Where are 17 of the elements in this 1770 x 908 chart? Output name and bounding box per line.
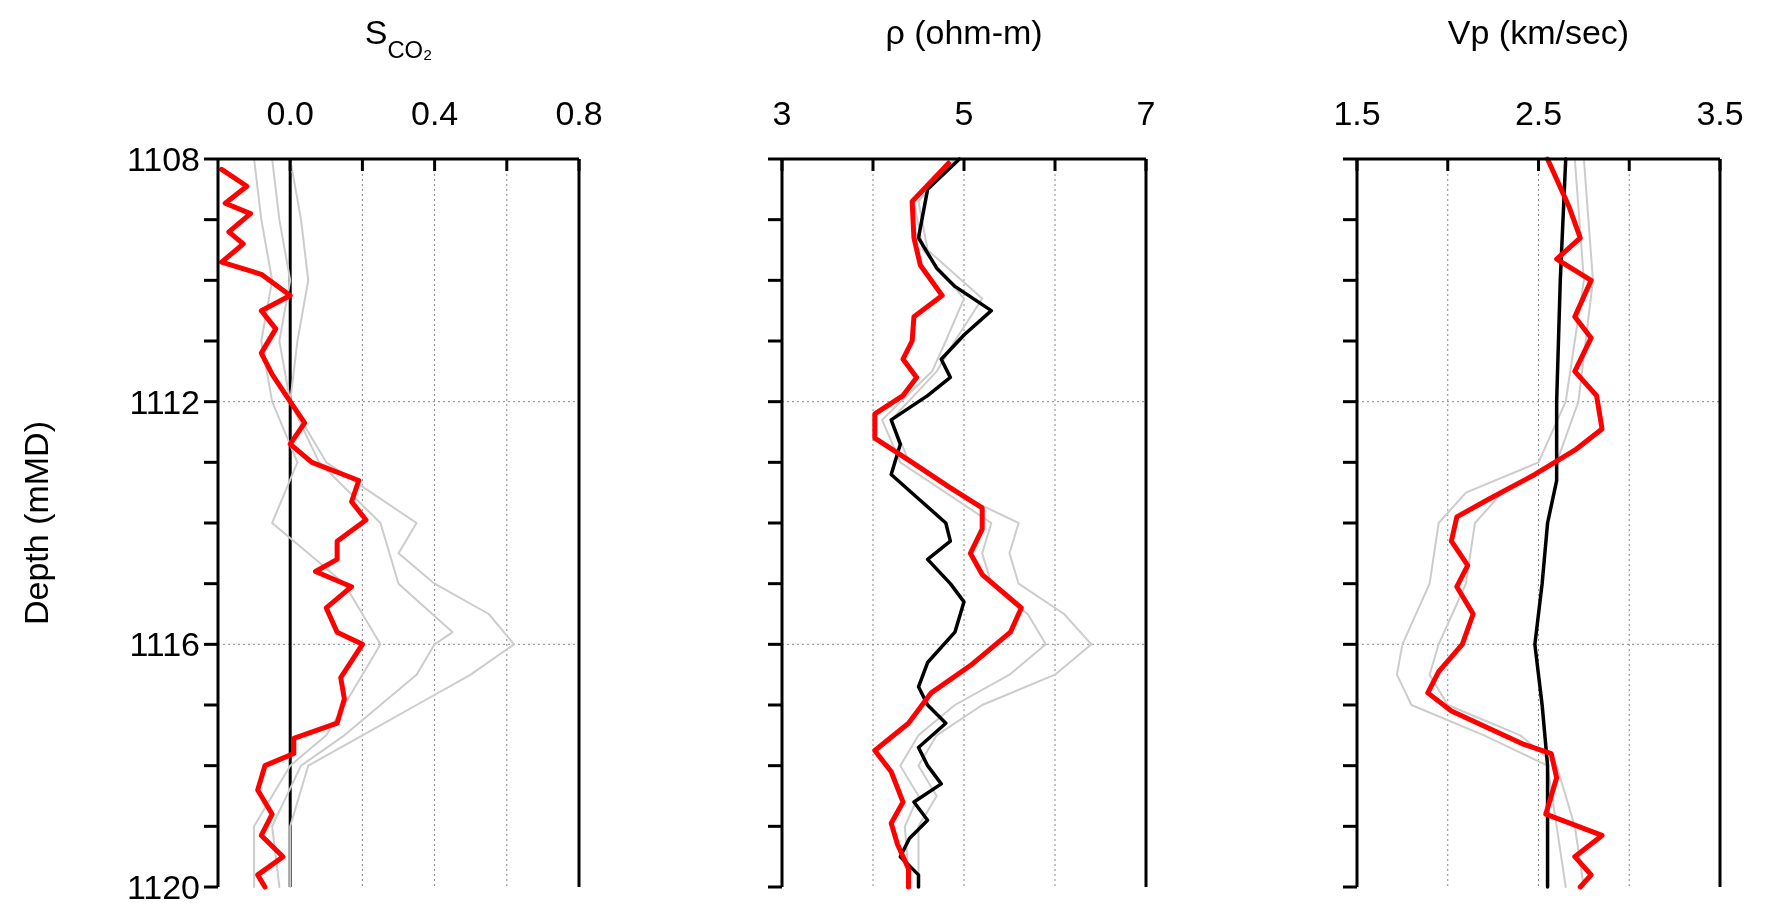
x-tick-label: 0.4 (410, 94, 459, 132)
x-tick-label: 3.5 (1696, 94, 1744, 132)
x-axis-title: S$_{CO₂}$ (364, 13, 433, 63)
x-tick-label: 0.8 (555, 94, 603, 132)
x-tick-label: 1.5 (1333, 94, 1381, 132)
y-tick-label: 1116 (129, 625, 200, 664)
x-tick-label: 7 (1136, 94, 1156, 132)
y-tick-label: 1108 (126, 139, 200, 178)
x-axis-title: Vp (km/sec) (1447, 13, 1630, 51)
y-tick-label: 1112 (129, 382, 200, 421)
x-axis-title: ρ (ohm-m) (885, 13, 1043, 51)
y-tick-label: 1120 (126, 867, 200, 906)
y-axis-title: Depth (mMD) (17, 420, 55, 626)
x-tick-label: 0.0 (266, 94, 314, 132)
x-tick-label: 3 (772, 94, 792, 132)
x-tick-label: 5 (954, 94, 974, 132)
x-tick-label: 2.5 (1514, 94, 1563, 132)
